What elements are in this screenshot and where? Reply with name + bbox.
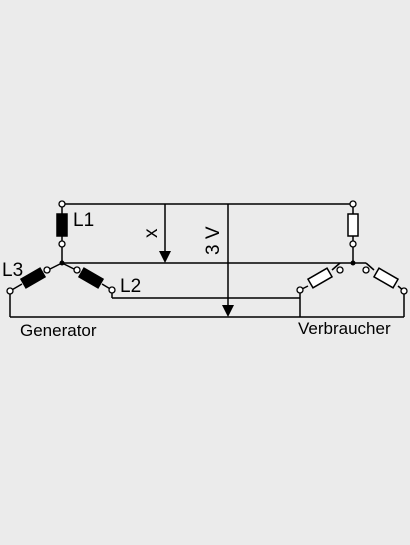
terminal-gen-l2-inner [73, 266, 81, 274]
terminal-gen-l3-inner [43, 266, 51, 274]
terminal-load-top-bottom [349, 240, 357, 248]
wiring [9, 203, 405, 318]
consumer-star-point [350, 260, 356, 266]
consumer-resistor-3 [372, 267, 400, 289]
terminal-load-left-inner [336, 266, 344, 274]
consumer-resistor-2 [306, 267, 334, 289]
generator-winding-l2 [77, 267, 105, 289]
terminal-gen-l3-outer [6, 287, 14, 295]
generator-winding-l1 [56, 213, 68, 237]
terminal-load-right-inner [362, 266, 370, 274]
terminal-load-top [349, 200, 357, 208]
generator-star-point [59, 260, 65, 266]
terminal-gen-l1-top [58, 200, 66, 208]
load-lead-left-inner [331, 262, 341, 271]
terminal-load-left-outer [296, 286, 304, 294]
consumer-resistor-1 [347, 213, 359, 237]
label-voltage: 3 V [203, 226, 224, 255]
label-l1: L1 [73, 210, 94, 231]
terminal-gen-l2-outer [108, 286, 116, 294]
caption-consumer: Verbraucher [298, 319, 391, 338]
load-lead-right-inner [365, 262, 375, 271]
label-l3: L3 [2, 260, 23, 281]
terminal-load-right-outer [400, 287, 408, 295]
terminal-gen-l1-bottom [58, 240, 66, 248]
arrow-voltage-head [222, 305, 234, 317]
label-l2: L2 [120, 276, 141, 297]
label-x: x [141, 228, 162, 238]
terminals [6, 200, 408, 295]
generator-winding-l3 [19, 267, 47, 289]
caption-generator: Generator [20, 321, 97, 340]
arrow-x-head [159, 251, 171, 263]
